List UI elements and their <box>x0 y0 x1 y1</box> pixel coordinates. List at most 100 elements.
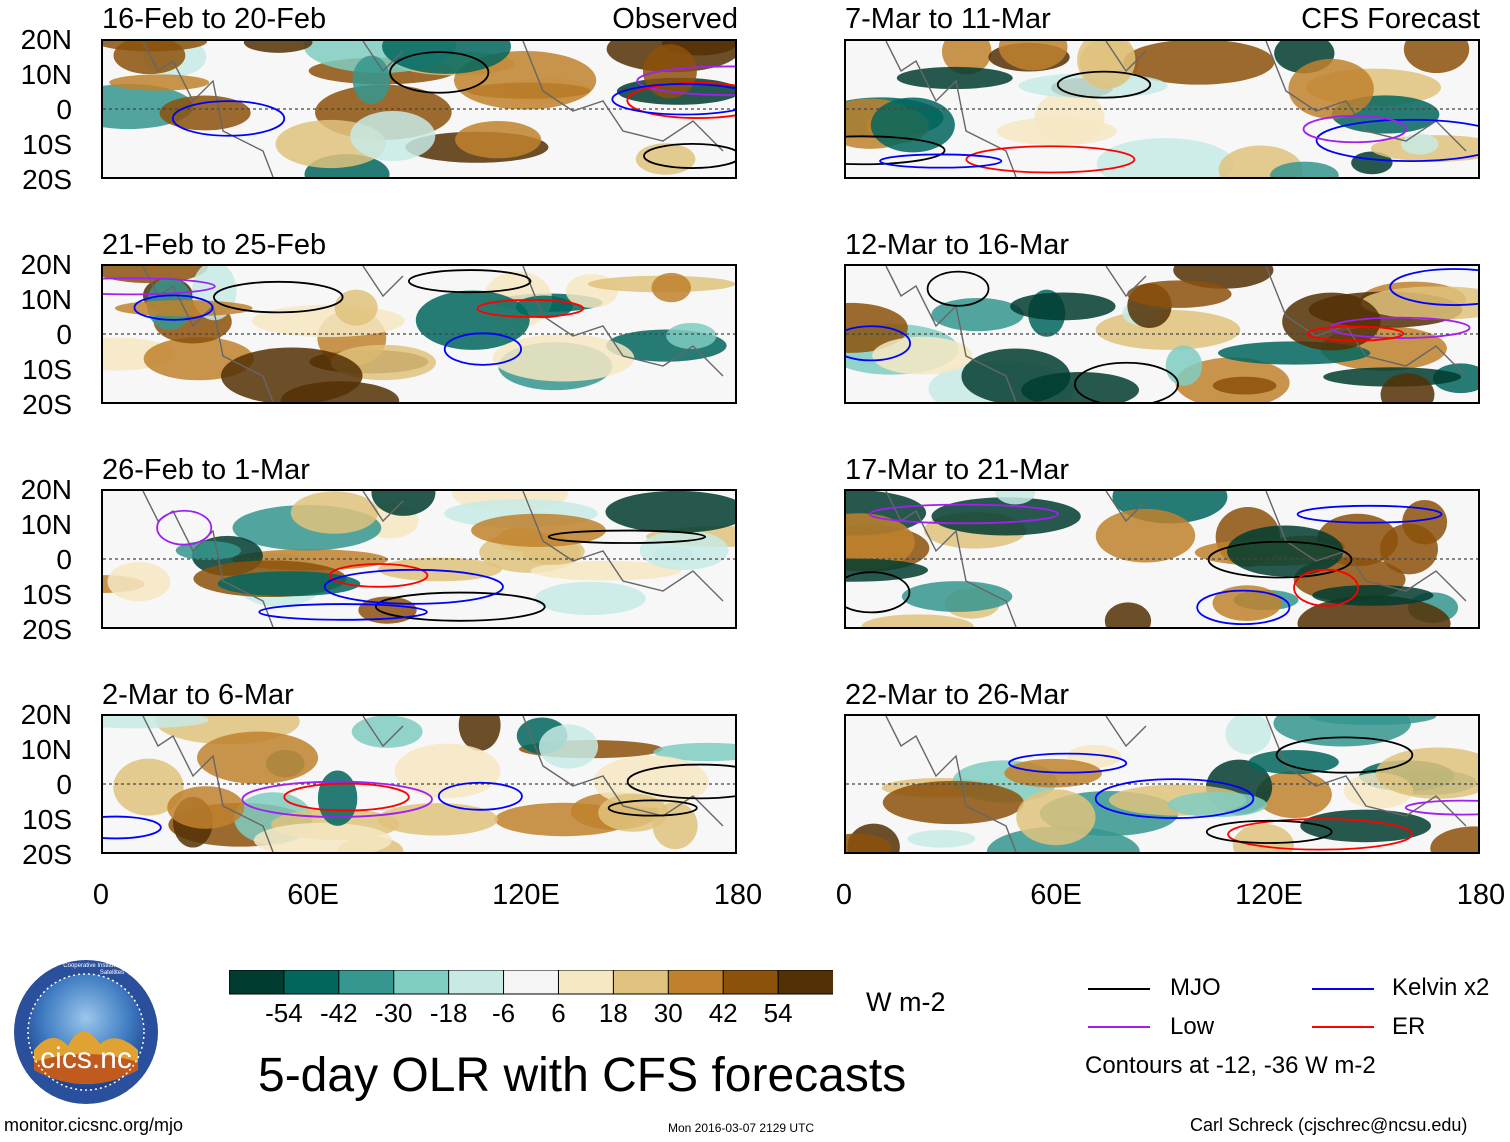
olr-anomaly-blob <box>1212 585 1282 622</box>
olr-anomaly-blob <box>109 74 210 91</box>
olr-anomaly-blob <box>1123 41 1275 85</box>
map-panel-1 <box>101 39 737 179</box>
olr-anomaly-blob <box>1104 602 1152 627</box>
y-tick-label: 10S <box>22 129 72 160</box>
olr-anomaly-blob <box>1010 292 1116 321</box>
colorbar-tick-label: -42 <box>320 998 358 1028</box>
y-tick-label: 10S <box>22 804 72 835</box>
contour-line <box>1074 361 1179 402</box>
colorbar-tick-label: -30 <box>374 998 413 1028</box>
colorbar-swatch <box>612 970 670 995</box>
contour-line <box>1196 589 1291 626</box>
olr-anomaly-blob <box>455 120 542 159</box>
x-tick-label: 180 <box>1456 879 1506 911</box>
contour-line <box>1389 268 1478 306</box>
colorbar-tick-label: 18 <box>598 998 628 1028</box>
map-panel-3 <box>101 489 737 629</box>
colorbar-units: W m-2 <box>866 987 946 1017</box>
contour-line <box>846 135 946 166</box>
contour-line <box>283 782 410 812</box>
olr-anomaly-blob <box>941 41 992 75</box>
olr-anomaly-blob <box>107 562 171 602</box>
olr-anomaly-blob <box>639 530 729 571</box>
olr-anomaly-blob <box>1400 133 1439 155</box>
colorbar-tick-label: -18 <box>429 998 468 1028</box>
olr-anomaly-blob <box>907 830 976 848</box>
contour-line <box>1008 752 1128 774</box>
contour-line <box>213 280 344 314</box>
olr-anomaly-blob <box>280 381 400 402</box>
colorbar-swatch <box>338 970 395 995</box>
olr-anomaly-blob <box>350 110 436 161</box>
olr-anomaly-blob <box>901 581 1013 612</box>
legend-label-mjo: MJO <box>1170 974 1221 1001</box>
contour-line <box>133 294 214 321</box>
contour-line <box>1275 736 1414 774</box>
y-tick-label: 10S <box>22 354 72 385</box>
olr-anomaly-blob <box>996 117 1117 146</box>
colorbar-tick-label: 54 <box>763 998 793 1028</box>
olr-anomaly-blob <box>593 755 709 808</box>
y-tick-label: 20S <box>22 164 72 195</box>
x-tick-label: 120E <box>492 879 560 911</box>
panel-title-2: 21-Feb to 25-Feb <box>102 229 327 261</box>
olr-anomaly-blob <box>1232 823 1294 852</box>
olr-anomaly-blob <box>870 97 955 153</box>
olr-anomaly-blob <box>103 716 209 729</box>
olr-anomaly-blob <box>872 336 973 375</box>
olr-anomaly-blob <box>1212 376 1277 395</box>
contour-line <box>389 51 490 94</box>
contour-line <box>607 799 698 817</box>
contour-line <box>1296 504 1443 524</box>
map-panel-5 <box>844 39 1480 179</box>
colorbar-swatch <box>283 970 340 995</box>
olr-anomaly-blob <box>1226 525 1344 577</box>
y-tick-label: 0 <box>56 544 72 575</box>
olr-anomaly-blob <box>377 557 502 582</box>
contour-line <box>926 270 990 307</box>
coastline <box>142 41 724 177</box>
olr-anomaly-blob <box>1021 371 1139 402</box>
olr-anomaly-blob <box>998 41 1068 71</box>
contour-line <box>103 815 162 840</box>
footer-author: Carl Schreck (cjschrec@ncsu.edu) <box>1190 1115 1468 1135</box>
contour-line <box>846 325 911 362</box>
olr-anomaly-blob <box>253 822 392 852</box>
olr-anomaly-blob <box>394 743 501 799</box>
contour-line <box>547 529 707 544</box>
observed-label: Observed <box>612 3 738 35</box>
olr-anomaly-blob <box>1167 791 1268 818</box>
olr-anomaly-blob <box>1430 826 1478 852</box>
contour-line <box>443 332 522 366</box>
footer-timestamp: Mon 2016-03-07 2129 UTC <box>668 1121 815 1135</box>
olr-anomaly-blob <box>1282 292 1381 351</box>
contour-line <box>1302 115 1408 144</box>
olr-anomaly-blob <box>458 716 501 751</box>
olr-anomaly-blob <box>846 513 915 572</box>
contour-line <box>611 83 735 116</box>
contour-line <box>323 568 504 605</box>
x-tick-label: 60E <box>1030 879 1082 911</box>
olr-anomaly-blob <box>846 558 928 582</box>
contour-line <box>965 145 1136 174</box>
contour-line <box>626 763 735 800</box>
y-tick-label: 20N <box>20 699 72 730</box>
olr-anomaly-blob <box>1351 151 1393 175</box>
y-tick-label: 10N <box>20 284 72 315</box>
x-tick-label: 180 <box>713 879 763 911</box>
colorbar-swatch <box>722 970 780 995</box>
colorbar-tick-label: 42 <box>708 998 738 1028</box>
olr-anomaly-blob <box>197 731 319 784</box>
olr-anomaly-blob <box>1380 373 1435 402</box>
olr-anomaly-blob <box>351 716 423 748</box>
colorbar-tick-label: -54 <box>265 998 303 1028</box>
contour-line <box>328 563 429 588</box>
olr-anomaly-blob <box>113 758 184 816</box>
colorbar-swatch <box>503 970 560 995</box>
cicsnc-logo: cics.nc <box>12 958 160 1106</box>
y-tick-label: 20N <box>20 24 72 55</box>
contour-line <box>1306 325 1405 342</box>
y-tick-label: 0 <box>56 769 72 800</box>
x-tick-label: 120E <box>1235 879 1303 911</box>
olr-anomaly-blob <box>1127 280 1232 308</box>
